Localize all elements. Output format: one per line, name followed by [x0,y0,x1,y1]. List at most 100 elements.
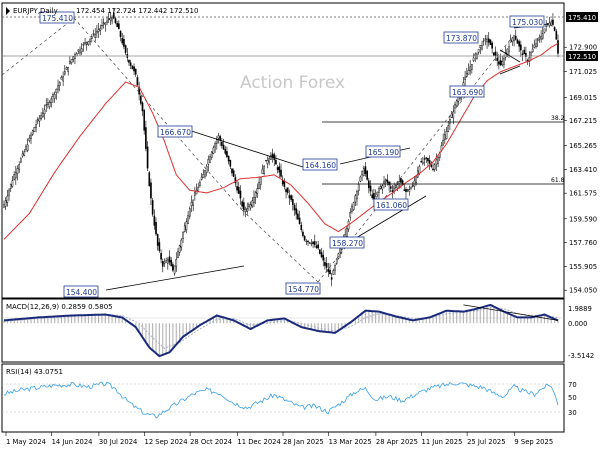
candle-body [30,134,32,139]
candle-body [165,260,167,263]
candle-body [148,172,151,186]
candle-body [427,157,429,162]
candle-body [104,22,107,26]
candle-body [504,52,507,58]
candle-body [202,173,205,178]
price-tick-label: 154.050 [569,287,597,295]
candle-body [383,181,385,184]
candle-body [31,130,34,135]
lower-channel-line [345,195,427,245]
candle-body [47,102,49,105]
candle-body [313,241,316,245]
price-tick-label: 172.900 [569,44,597,52]
candle-body [484,38,487,40]
key-level-label: 161.060 [373,198,409,211]
candle-body [50,98,53,103]
candle-body [80,48,83,53]
candle-body [406,189,409,191]
svg-text:175.410: 175.410 [42,14,73,23]
candle-body [509,39,512,43]
svg-text:173.870: 173.870 [446,34,477,43]
svg-text:161.060: 161.060 [376,201,407,210]
candle-body [396,184,399,189]
candle-body [536,39,539,41]
candle-body [327,268,330,273]
candle-body [481,45,483,50]
price-axis: 154.050 155.905 157.760 159.590 161.575 163.4… [564,44,597,295]
dashed-trendline-2 [73,17,243,211]
candle-body [354,195,357,203]
candle-body [422,161,424,164]
candle-body [477,48,480,53]
candle-body [60,77,63,80]
svg-text:154.770: 154.770 [288,285,319,294]
candle-body [16,168,19,174]
candle-body [435,159,438,165]
candle-body [153,215,156,226]
candle-body [494,51,497,57]
candle-body [243,202,245,210]
candle-body [67,66,69,72]
candle-body [251,200,254,207]
candle-body [487,38,490,43]
candle-body [479,45,482,49]
candle-body [335,258,338,264]
candle-body [548,22,551,27]
candle-body [398,181,401,184]
candle-body [94,34,97,38]
candle-body [15,172,17,179]
macd-panel: MACD(12,26,9) 0.2859 0.5805 1.9889 0.000… [2,303,594,360]
price-tick-label: 169.015 [569,94,597,102]
candle-body [217,135,220,139]
candle-body [87,41,90,45]
candle-body [204,170,206,177]
candle-body [38,117,41,122]
candle-body [69,61,71,64]
current-price-label: 172.510 [568,53,596,61]
candle-body [124,45,127,53]
candle-body [535,43,537,47]
candle-body [395,185,397,188]
price-tick-label: 157.760 [569,239,597,247]
candle-body [133,66,135,72]
candle-body [112,12,115,19]
candle-body [20,158,22,163]
rsi-series-line [3,381,559,419]
candle-body [276,167,279,170]
candle-body [317,244,319,249]
candle-body [449,119,451,124]
candle-body [151,200,154,215]
candle-body [131,65,134,70]
date-tick-label: 13 Mar 2025 [329,438,372,446]
candle-body [270,155,272,160]
candle-body [188,208,191,217]
candle-body [107,18,110,20]
high-price-label: 175.410 [568,14,596,22]
candle-body [200,176,203,180]
candle-body [531,48,534,53]
triangle-lower-line [499,65,521,75]
chart-header: EURJPY,Daily 172.454 172.724 172.442 172… [6,7,198,15]
candle-body [400,178,402,183]
candle-body [520,44,522,51]
candle-body [52,94,54,97]
candle-body [293,204,296,211]
candle-body [92,33,95,35]
candle-body [187,215,189,224]
candle-body [322,255,325,261]
candle-body [199,181,201,186]
candle-body [388,181,390,186]
candle-body [471,63,473,70]
rsi-tick-30: 30 [568,409,577,417]
candle-body [361,170,363,176]
candle-body [65,67,68,70]
price-candles [3,8,559,287]
price-tick-label: 163.410 [569,166,597,174]
candle-body [11,180,14,187]
candle-body [84,42,86,44]
date-tick-label: 28 Jan 2025 [283,438,324,446]
candle-body [101,24,103,27]
candle-body [528,57,531,63]
svg-text:158.270: 158.270 [332,239,363,248]
candle-body [246,207,249,212]
